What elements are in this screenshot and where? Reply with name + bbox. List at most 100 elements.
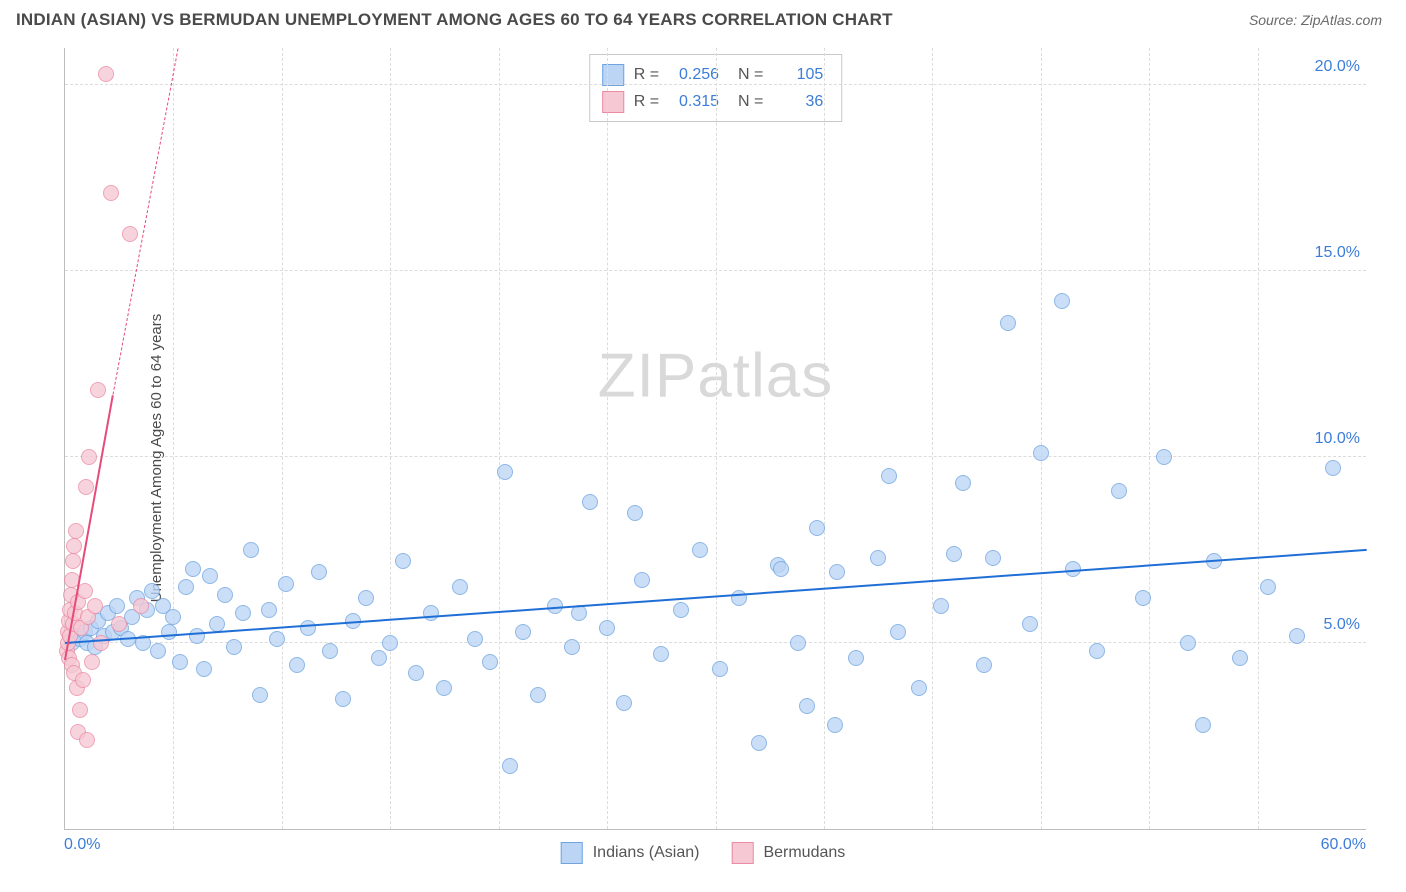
data-point	[172, 654, 188, 670]
data-point	[790, 635, 806, 651]
data-point	[1135, 590, 1151, 606]
y-tick-label: 5.0%	[1324, 616, 1360, 634]
data-point	[1033, 445, 1049, 461]
data-point	[122, 226, 138, 242]
gridline-vertical	[607, 48, 608, 829]
data-point	[890, 624, 906, 640]
data-point	[133, 598, 149, 614]
data-point	[1054, 293, 1070, 309]
data-point	[289, 657, 305, 673]
data-point	[109, 598, 125, 614]
data-point	[848, 650, 864, 666]
data-point	[530, 687, 546, 703]
data-point	[502, 758, 518, 774]
data-point	[985, 550, 1001, 566]
data-point	[81, 449, 97, 465]
gridline-vertical	[824, 48, 825, 829]
data-point	[311, 564, 327, 580]
data-point	[371, 650, 387, 666]
plot-region: ZIPatlas R = 0.256 N = 105 R = 0.315 N =…	[64, 48, 1366, 830]
data-point	[395, 553, 411, 569]
legend-item: Bermudans	[731, 842, 845, 864]
data-point	[235, 605, 251, 621]
data-point	[673, 602, 689, 618]
data-point	[217, 587, 233, 603]
legend-label: Indians (Asian)	[593, 844, 700, 862]
series-swatch	[602, 91, 624, 113]
data-point	[98, 66, 114, 82]
data-point	[189, 628, 205, 644]
data-point	[1000, 315, 1016, 331]
data-point	[946, 546, 962, 562]
data-point	[1232, 650, 1248, 666]
data-point	[809, 520, 825, 536]
data-point	[1260, 579, 1276, 595]
data-point	[452, 579, 468, 595]
series-swatch	[561, 842, 583, 864]
gridline-vertical	[282, 48, 283, 829]
y-tick-label: 20.0%	[1315, 58, 1360, 76]
trend-line-extension	[112, 48, 178, 394]
chart-area: Unemployment Among Ages 60 to 64 years Z…	[16, 40, 1390, 876]
legend-label: Bermudans	[763, 844, 845, 862]
data-point	[955, 475, 971, 491]
data-point	[196, 661, 212, 677]
data-point	[84, 654, 100, 670]
data-point	[93, 635, 109, 651]
data-point	[482, 654, 498, 670]
gridline-vertical	[173, 48, 174, 829]
legend-item: Indians (Asian)	[561, 842, 700, 864]
data-point	[252, 687, 268, 703]
data-point	[300, 620, 316, 636]
n-value: 36	[773, 88, 823, 115]
data-point	[692, 542, 708, 558]
gridline-vertical	[1258, 48, 1259, 829]
data-point	[165, 609, 181, 625]
data-point	[616, 695, 632, 711]
data-point	[78, 479, 94, 495]
data-point	[751, 735, 767, 751]
data-point	[467, 631, 483, 647]
legend: Indians (Asian) Bermudans	[561, 842, 846, 864]
data-point	[150, 643, 166, 659]
data-point	[627, 505, 643, 521]
data-point	[829, 564, 845, 580]
data-point	[144, 583, 160, 599]
data-point	[933, 598, 949, 614]
data-point	[382, 635, 398, 651]
gridline-vertical	[499, 48, 500, 829]
data-point	[322, 643, 338, 659]
x-axis-min-label: 0.0%	[64, 836, 100, 854]
data-point	[358, 590, 374, 606]
data-point	[90, 382, 106, 398]
data-point	[571, 605, 587, 621]
gridline-vertical	[716, 48, 717, 829]
chart-header: INDIAN (ASIAN) VS BERMUDAN UNEMPLOYMENT …	[0, 0, 1406, 34]
data-point	[161, 624, 177, 640]
data-point	[226, 639, 242, 655]
gridline-vertical	[390, 48, 391, 829]
data-point	[1195, 717, 1211, 733]
data-point	[65, 553, 81, 569]
data-point	[773, 561, 789, 577]
series-swatch	[602, 64, 624, 86]
x-axis-max-label: 60.0%	[1321, 836, 1366, 854]
y-tick-label: 10.0%	[1315, 430, 1360, 448]
data-point	[87, 598, 103, 614]
data-point	[976, 657, 992, 673]
data-point	[911, 680, 927, 696]
source-attribution: Source: ZipAtlas.com	[1249, 12, 1382, 28]
data-point	[423, 605, 439, 621]
data-point	[72, 702, 88, 718]
data-point	[436, 680, 452, 696]
data-point	[1325, 460, 1341, 476]
data-point	[1289, 628, 1305, 644]
data-point	[870, 550, 886, 566]
data-point	[497, 464, 513, 480]
data-point	[278, 576, 294, 592]
data-point	[564, 639, 580, 655]
y-tick-label: 15.0%	[1315, 244, 1360, 262]
gridline-vertical	[932, 48, 933, 829]
stats-row: R = 0.315 N = 36	[602, 88, 824, 115]
gridline-vertical	[1149, 48, 1150, 829]
